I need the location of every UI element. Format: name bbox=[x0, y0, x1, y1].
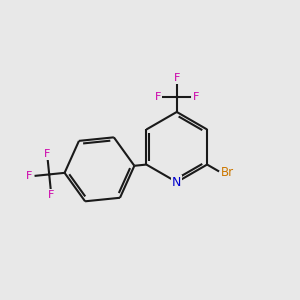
Text: F: F bbox=[193, 92, 199, 101]
Text: F: F bbox=[48, 190, 54, 200]
Text: F: F bbox=[174, 74, 180, 83]
Text: F: F bbox=[26, 172, 32, 182]
Text: F: F bbox=[154, 92, 161, 101]
Text: F: F bbox=[44, 149, 50, 159]
Text: Br: Br bbox=[221, 166, 234, 179]
Text: N: N bbox=[172, 176, 182, 189]
